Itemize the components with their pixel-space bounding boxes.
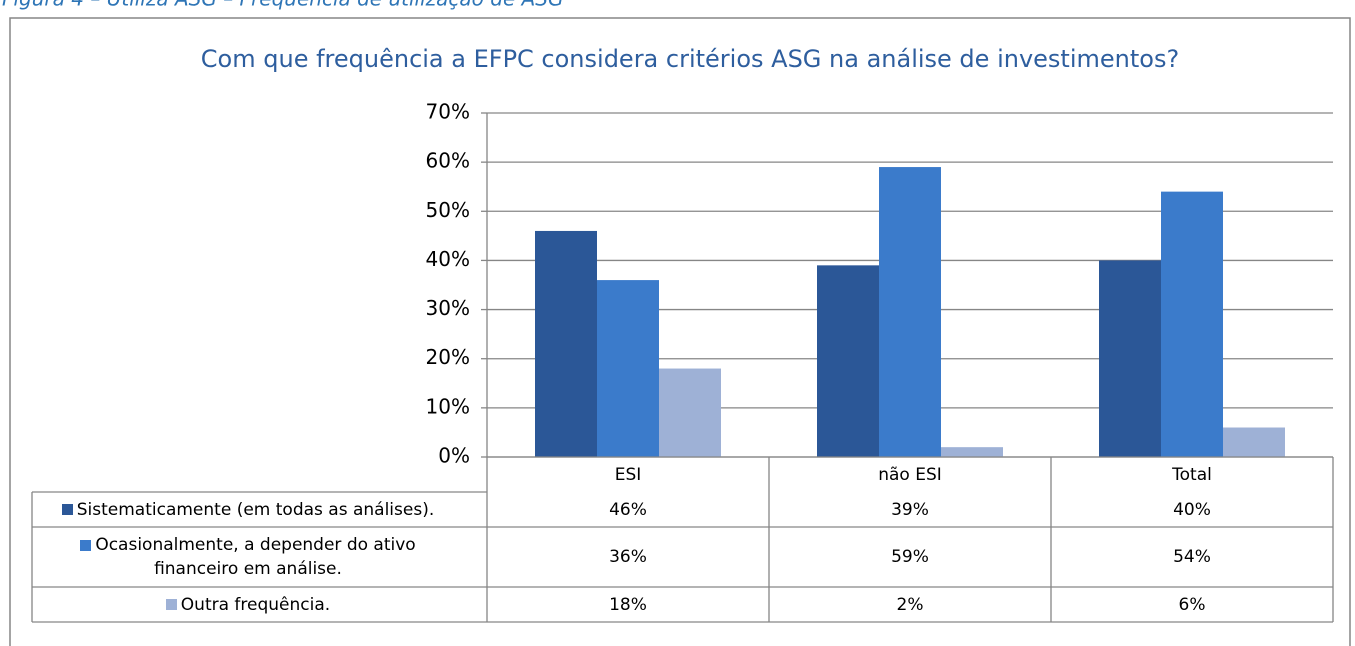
- x-tick-label: Total: [1172, 464, 1212, 485]
- legend-entry: Ocasionalmente, a depender do ativo fina…: [38, 527, 458, 587]
- figure-caption: Figura 4 – Utiliza ASG – Frequência de u…: [2, 0, 563, 11]
- x-tick-label: não ESI: [878, 464, 942, 485]
- legend-swatch: [80, 539, 92, 551]
- chart-frame: [9, 17, 1351, 646]
- legend-item: Ocasionalmente, a depender do ativo fina…: [38, 533, 458, 581]
- y-tick-label: 0%: [438, 444, 470, 468]
- y-tick-label: 60%: [426, 149, 470, 173]
- bar: [817, 265, 879, 457]
- legend-item: Sistematicamente (em todas as análises).: [61, 498, 435, 522]
- legend-label: Ocasionalmente, a depender do ativo fina…: [95, 535, 416, 579]
- data-label: 18%: [609, 594, 647, 615]
- data-label: 46%: [609, 499, 647, 520]
- chart-title: Com que frequência a EFPC considera crit…: [201, 45, 1179, 73]
- bar: [535, 230, 597, 457]
- y-tick-label: 30%: [426, 296, 470, 320]
- legend-label: Outra frequência.: [180, 594, 331, 615]
- data-label: 59%: [891, 547, 929, 567]
- legend-entry: Sistematicamente (em todas as análises).: [38, 492, 458, 527]
- legend-item: Outra frequência.: [165, 593, 331, 617]
- y-tick-label: 40%: [426, 247, 470, 271]
- bar: [659, 368, 721, 457]
- data-label: 54%: [1173, 547, 1211, 567]
- data-label: 6%: [1178, 594, 1206, 615]
- y-tick-label: 50%: [426, 198, 470, 222]
- legend-swatch: [165, 599, 177, 610]
- data-label: 36%: [609, 547, 647, 567]
- bar: [879, 167, 941, 458]
- y-tick-label: 20%: [426, 345, 470, 369]
- y-tick-label: 70%: [426, 100, 470, 124]
- legend-entry: Outra frequência.: [38, 587, 458, 622]
- legend-label: Sistematicamente (em todas as análises).: [76, 499, 435, 520]
- bar: [597, 280, 659, 457]
- data-label: 40%: [1173, 499, 1211, 520]
- y-tick-label: 10%: [426, 394, 470, 418]
- data-label: 39%: [891, 499, 929, 520]
- bar: [1099, 260, 1161, 457]
- data-label: 2%: [896, 594, 924, 615]
- legend-swatch: [61, 504, 73, 515]
- bar: [941, 447, 1003, 457]
- bar: [1161, 191, 1223, 457]
- bar: [1223, 427, 1285, 457]
- x-tick-label: ESI: [614, 464, 642, 485]
